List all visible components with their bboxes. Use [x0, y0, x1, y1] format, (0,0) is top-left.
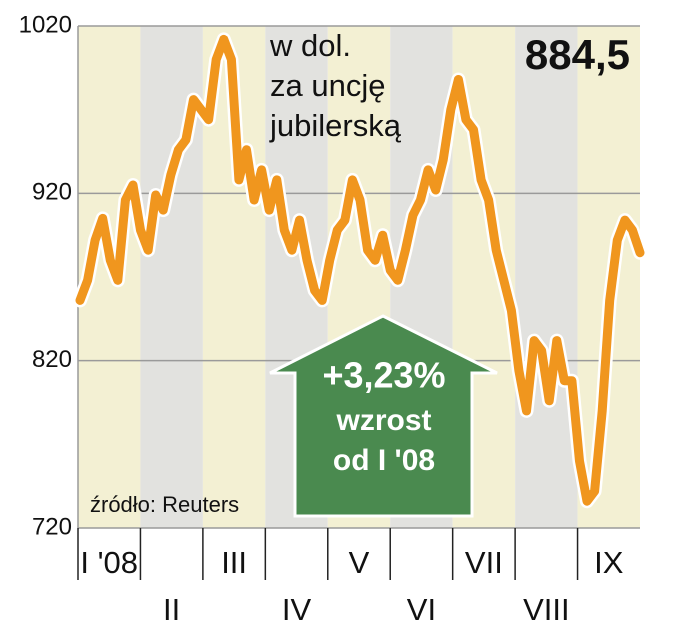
- y-tick-label: 1020: [19, 11, 72, 38]
- change-arrow: [269, 314, 498, 518]
- y-tick-label: 820: [32, 346, 72, 373]
- change-label: +3,23%: [322, 355, 445, 396]
- month-band: [515, 26, 578, 528]
- y-tick-label: 720: [32, 513, 72, 540]
- source-note: źródło: Reuters: [90, 492, 239, 517]
- unit-note: w dol.: [269, 28, 351, 63]
- x-tick-label: II: [163, 592, 180, 627]
- change-label: wzrost: [335, 404, 431, 437]
- unit-note: jubilerską: [269, 108, 402, 143]
- x-tick-label: V: [349, 545, 370, 580]
- x-tick-label: VI: [407, 592, 436, 627]
- unit-note: za uncję: [270, 68, 385, 103]
- last-value: 884,5: [525, 31, 630, 78]
- x-tick-label: IX: [594, 545, 624, 580]
- x-tick-label: IV: [282, 592, 312, 627]
- x-tick-label: III: [221, 545, 247, 580]
- x-tick-label: VII: [465, 545, 503, 580]
- x-tick-label: I '08: [80, 545, 138, 580]
- change-label: od I '08: [333, 444, 435, 477]
- line: [75, 34, 645, 506]
- x-tick-label: VIII: [523, 592, 570, 627]
- y-tick-label: 920: [32, 179, 72, 206]
